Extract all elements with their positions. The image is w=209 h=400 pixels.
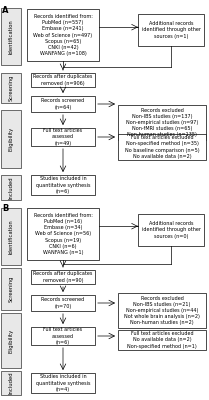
FancyBboxPatch shape [1,313,21,368]
FancyBboxPatch shape [1,371,21,395]
FancyBboxPatch shape [1,208,21,265]
FancyBboxPatch shape [31,96,95,112]
FancyBboxPatch shape [31,270,95,284]
Text: Records excluded
Non-IBS studies (n=137)
Non-empirical studies (n=97)
Non-fMRI s: Records excluded Non-IBS studies (n=137)… [126,108,198,137]
Text: Screening: Screening [9,75,14,101]
FancyBboxPatch shape [1,73,21,103]
Text: Studies included in
quantitative synthesis
(n=4): Studies included in quantitative synthes… [36,374,90,392]
FancyBboxPatch shape [27,208,99,260]
Text: Eligibility: Eligibility [9,328,14,353]
Text: Records screened
(n=70): Records screened (n=70) [41,298,85,309]
Text: Screening: Screening [9,276,14,302]
Text: Identification: Identification [9,219,14,254]
FancyBboxPatch shape [118,330,206,350]
FancyBboxPatch shape [31,128,95,146]
Text: Included: Included [9,176,14,199]
Text: Additional records
identified through other
sources (n=0): Additional records identified through ot… [141,221,200,239]
FancyBboxPatch shape [31,295,95,311]
FancyBboxPatch shape [31,175,95,195]
FancyBboxPatch shape [118,293,206,328]
FancyBboxPatch shape [138,14,204,46]
FancyBboxPatch shape [138,214,204,246]
FancyBboxPatch shape [118,134,206,160]
Text: Records screened
(n=64): Records screened (n=64) [41,98,85,110]
Text: A: A [2,6,9,15]
FancyBboxPatch shape [1,175,21,200]
Text: Records excluded
Non-IBS studies (n=21)
Non-empirical studies (n=44)
Not whole b: Records excluded Non-IBS studies (n=21) … [124,296,200,326]
FancyBboxPatch shape [1,8,21,65]
FancyBboxPatch shape [31,373,95,393]
FancyBboxPatch shape [1,110,21,168]
Text: Studies included in
quantitative synthesis
(n=6): Studies included in quantitative synthes… [36,176,90,194]
Text: B: B [2,204,8,213]
Text: Eligibility: Eligibility [9,127,14,151]
FancyBboxPatch shape [1,268,21,310]
Text: Records identified from:
PubMed (n=557)
Embase (n=241)
Web of Science (n=497)
Sc: Records identified from: PubMed (n=557) … [33,14,93,56]
Text: Records identified from:
PubMed (n=16)
Embase (n=34)
Web of Science (n=56)
Scopu: Records identified from: PubMed (n=16) E… [34,213,92,255]
Text: Full text articles excluded
Non-specified method (n=35)
No baseline comparison (: Full text articles excluded Non-specifie… [125,135,199,159]
Text: Included: Included [9,372,14,394]
FancyBboxPatch shape [118,105,206,140]
FancyBboxPatch shape [31,73,95,87]
Text: Full text articles
assessed
(n=49): Full text articles assessed (n=49) [43,128,83,146]
Text: Records after duplicates
removed (n=90): Records after duplicates removed (n=90) [33,271,93,282]
FancyBboxPatch shape [27,9,99,61]
FancyBboxPatch shape [31,327,95,345]
Text: Full text articles
assessed
(n=6): Full text articles assessed (n=6) [43,327,83,345]
Text: Full text articles excluded
No available data (n=2)
Non-specified method (n=1): Full text articles excluded No available… [127,331,197,349]
Text: Additional records
identified through other
sources (n=1): Additional records identified through ot… [141,21,200,39]
Text: Records after duplicates
removed (n=906): Records after duplicates removed (n=906) [33,74,93,86]
Text: Identification: Identification [9,19,14,54]
